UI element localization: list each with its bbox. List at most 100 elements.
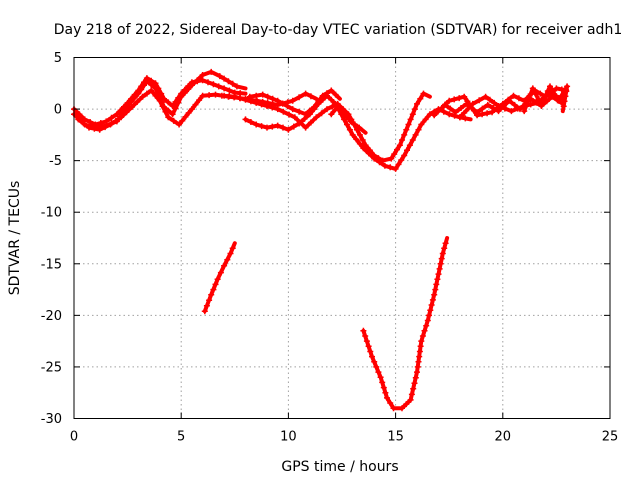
y-tick-label: -15 <box>41 257 62 272</box>
data-point <box>87 119 94 125</box>
data-point <box>446 97 453 104</box>
data-point <box>302 124 309 131</box>
data-point <box>491 99 498 106</box>
data-point <box>96 126 103 133</box>
data-point <box>161 95 167 102</box>
data-point <box>356 124 363 131</box>
data-point <box>135 87 142 94</box>
data-point <box>188 79 195 86</box>
data-point <box>422 116 429 123</box>
data-point <box>432 286 439 293</box>
data-point <box>284 103 291 110</box>
data-point <box>456 114 463 121</box>
data-point <box>269 95 276 102</box>
y-tick-label: -30 <box>41 412 62 427</box>
data-point <box>141 79 147 86</box>
data-point <box>155 85 162 92</box>
data-point <box>112 117 119 124</box>
x-tick-label: 20 <box>495 430 512 445</box>
data-point <box>328 111 335 118</box>
data-series <box>71 68 571 412</box>
data-point <box>434 276 441 283</box>
data-point <box>375 369 382 376</box>
data-point <box>208 68 215 75</box>
data-point <box>387 164 394 171</box>
data-point <box>360 145 367 152</box>
data-point <box>451 96 458 103</box>
data-point <box>280 124 286 131</box>
data-point <box>423 322 430 329</box>
data-point <box>376 159 383 166</box>
data-point <box>381 162 388 169</box>
data-point <box>403 401 410 408</box>
data-point <box>399 405 405 412</box>
data-point <box>347 118 354 125</box>
data-point <box>406 142 413 149</box>
data-point <box>562 93 569 100</box>
data-point <box>318 110 325 117</box>
data-point <box>302 111 309 118</box>
data-point <box>208 291 215 298</box>
data-point <box>489 109 496 116</box>
data-point <box>410 385 417 392</box>
x-tick-label: 10 <box>280 430 297 445</box>
data-point <box>302 90 309 97</box>
data-point <box>152 80 159 87</box>
data-point <box>461 109 468 116</box>
data-point <box>206 92 213 99</box>
data-point <box>159 103 166 110</box>
data-point <box>409 137 416 143</box>
data-point <box>362 333 369 339</box>
data-point <box>431 112 438 119</box>
data-point <box>169 103 176 109</box>
data-point <box>505 96 512 103</box>
data-point <box>511 101 518 108</box>
data-point <box>103 118 110 125</box>
data-point <box>514 105 521 112</box>
data-point <box>247 98 254 105</box>
data-point <box>437 260 444 267</box>
data-point <box>212 281 219 288</box>
data-point <box>427 307 434 314</box>
data-point <box>560 103 567 110</box>
data-point <box>411 106 418 113</box>
y-tick-label: -5 <box>49 154 62 169</box>
data-point <box>210 81 217 88</box>
data-point <box>412 131 419 138</box>
data-point <box>440 108 447 115</box>
data-point <box>128 104 135 110</box>
data-point <box>542 92 549 99</box>
data-point <box>464 98 471 105</box>
data-point <box>131 91 138 98</box>
data-point <box>143 90 150 97</box>
data-point <box>521 108 528 115</box>
data-point <box>365 150 372 157</box>
data-point <box>508 108 515 115</box>
data-point <box>148 77 155 84</box>
data-point <box>134 98 141 105</box>
data-point <box>199 72 206 78</box>
data-point <box>162 108 169 115</box>
data-point <box>301 115 308 122</box>
data-point <box>334 104 341 110</box>
y-tick-label: -10 <box>41 206 62 221</box>
data-point <box>484 101 491 108</box>
data-point <box>356 140 363 147</box>
data-point <box>418 121 425 128</box>
data-point <box>501 105 508 112</box>
data-point <box>285 126 292 133</box>
data-point <box>210 286 217 293</box>
data-point <box>233 83 240 90</box>
data-point <box>420 90 427 97</box>
data-point <box>269 104 276 111</box>
data-point <box>341 110 348 117</box>
data-point <box>237 95 244 102</box>
data-point <box>344 121 350 128</box>
data-point <box>398 157 405 163</box>
data-point <box>307 119 314 126</box>
data-point <box>380 384 387 391</box>
data-point <box>465 105 472 112</box>
data-point <box>407 396 414 403</box>
data-point <box>421 327 428 334</box>
data-point <box>258 101 265 108</box>
